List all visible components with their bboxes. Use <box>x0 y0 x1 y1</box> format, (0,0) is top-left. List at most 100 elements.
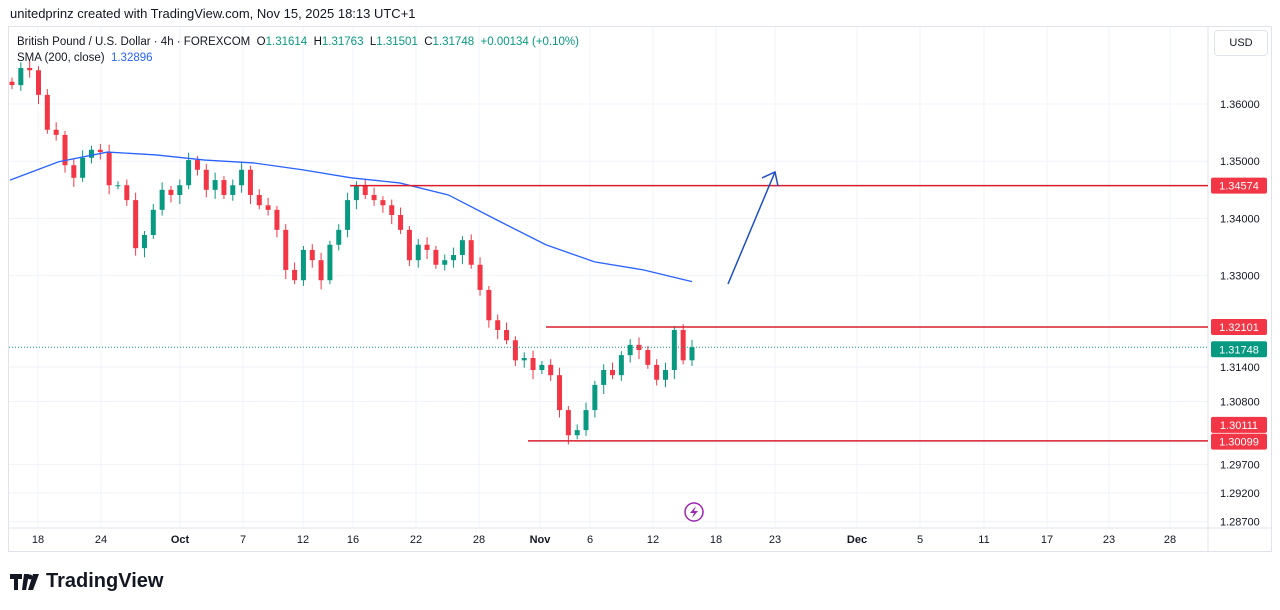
time-tick-label: 22 <box>410 534 422 546</box>
sma-line <box>9 151 693 283</box>
candle <box>71 159 77 187</box>
candle <box>115 181 121 190</box>
candle <box>618 351 624 381</box>
candle-body <box>398 214 404 230</box>
candle-body <box>80 157 86 178</box>
symbol-row: British Pound / U.S. Dollar · 4h · FOREX… <box>17 34 579 50</box>
candle-body <box>265 205 271 210</box>
candle-body <box>159 189 165 210</box>
time-tick-label: 7 <box>240 534 246 546</box>
candle <box>380 196 386 213</box>
candle <box>265 197 271 216</box>
candle-body <box>627 344 633 356</box>
candle <box>671 325 677 380</box>
candle-body <box>486 289 492 321</box>
candle-body <box>221 180 227 195</box>
time-tick-label: 23 <box>1103 534 1115 546</box>
candle-body <box>353 185 359 201</box>
candle <box>680 324 686 365</box>
candle-body <box>256 194 262 206</box>
time-tick-label: Oct <box>171 534 190 546</box>
logo-text: TradingView <box>46 570 164 592</box>
price-tag-label: 1.32101 <box>1219 322 1259 334</box>
candle <box>35 66 41 104</box>
high-label: H <box>313 36 322 48</box>
candle <box>239 162 245 193</box>
candle <box>27 60 33 78</box>
candle-body <box>300 249 306 281</box>
candle-body <box>18 67 24 86</box>
candle-body <box>283 229 289 270</box>
candle-body <box>406 229 412 261</box>
candle-body <box>618 355 624 376</box>
candle-body <box>380 200 386 206</box>
open-value: 1.31614 <box>265 36 308 48</box>
candle <box>477 257 483 296</box>
candle-body <box>548 364 554 376</box>
time-tick-label: 24 <box>95 534 107 546</box>
candle-body <box>71 165 77 178</box>
candle <box>433 245 439 269</box>
candle-body <box>133 200 139 249</box>
candle-body <box>168 189 174 195</box>
candle <box>230 179 236 201</box>
time-tick-label: Nov <box>530 534 552 546</box>
candle <box>44 89 50 134</box>
candle-body <box>389 205 395 215</box>
candle-body <box>327 244 333 281</box>
candle-body <box>27 67 33 71</box>
lightning-icon[interactable] <box>684 502 704 522</box>
chart-frame <box>8 26 1272 552</box>
time-tick-label: 6 <box>587 534 593 546</box>
candle <box>371 187 377 206</box>
price-tick-label: 1.36000 <box>1220 99 1260 111</box>
candle-body <box>424 244 430 250</box>
forecast-arrow-line <box>727 171 776 285</box>
price-tick-label: 1.29200 <box>1220 488 1260 500</box>
candle <box>504 322 510 345</box>
candle-body <box>318 260 324 281</box>
price-tick-label: 1.31400 <box>1220 362 1260 374</box>
symbol-title[interactable]: British Pound / U.S. Dollar · 4h · FOREX… <box>17 36 251 48</box>
candle-body <box>468 240 474 265</box>
sma-label[interactable]: SMA (200, close) <box>17 52 105 64</box>
candle <box>106 144 112 195</box>
open-label: O <box>256 36 266 48</box>
candle <box>141 231 147 258</box>
candle <box>150 204 156 240</box>
candle <box>451 247 457 268</box>
time-tick-label: 5 <box>917 534 923 546</box>
candle <box>512 336 518 367</box>
candle <box>177 179 183 205</box>
candle <box>601 364 607 395</box>
candle-body <box>442 260 448 265</box>
candle-body <box>106 152 112 186</box>
candle-body <box>680 329 686 361</box>
forecast-arrowhead <box>761 170 779 187</box>
candle <box>521 352 527 368</box>
candle <box>530 350 536 380</box>
candle <box>424 237 430 260</box>
time-tick-label: 12 <box>297 534 309 546</box>
candle <box>468 234 474 269</box>
candle <box>97 144 103 160</box>
time-tick-label: 18 <box>32 534 44 546</box>
candle <box>283 224 289 280</box>
price-tick-label: 1.35000 <box>1220 156 1260 168</box>
time-tick-label: 28 <box>1164 534 1176 546</box>
price-tag-label: 1.31748 <box>1219 344 1259 356</box>
candle <box>565 406 571 445</box>
price-tick-label: 1.30800 <box>1220 396 1260 408</box>
candle-body <box>177 185 183 195</box>
close-label: C <box>424 36 433 48</box>
candle-body <box>689 347 695 361</box>
candle-body <box>433 249 439 265</box>
lightning-icon-bolt <box>690 506 698 518</box>
candle <box>663 362 669 388</box>
candle <box>398 207 404 234</box>
candle <box>212 172 218 199</box>
currency-button[interactable]: USD <box>1214 30 1268 56</box>
time-tick-label: 11 <box>978 534 989 546</box>
candle-body <box>309 249 315 261</box>
